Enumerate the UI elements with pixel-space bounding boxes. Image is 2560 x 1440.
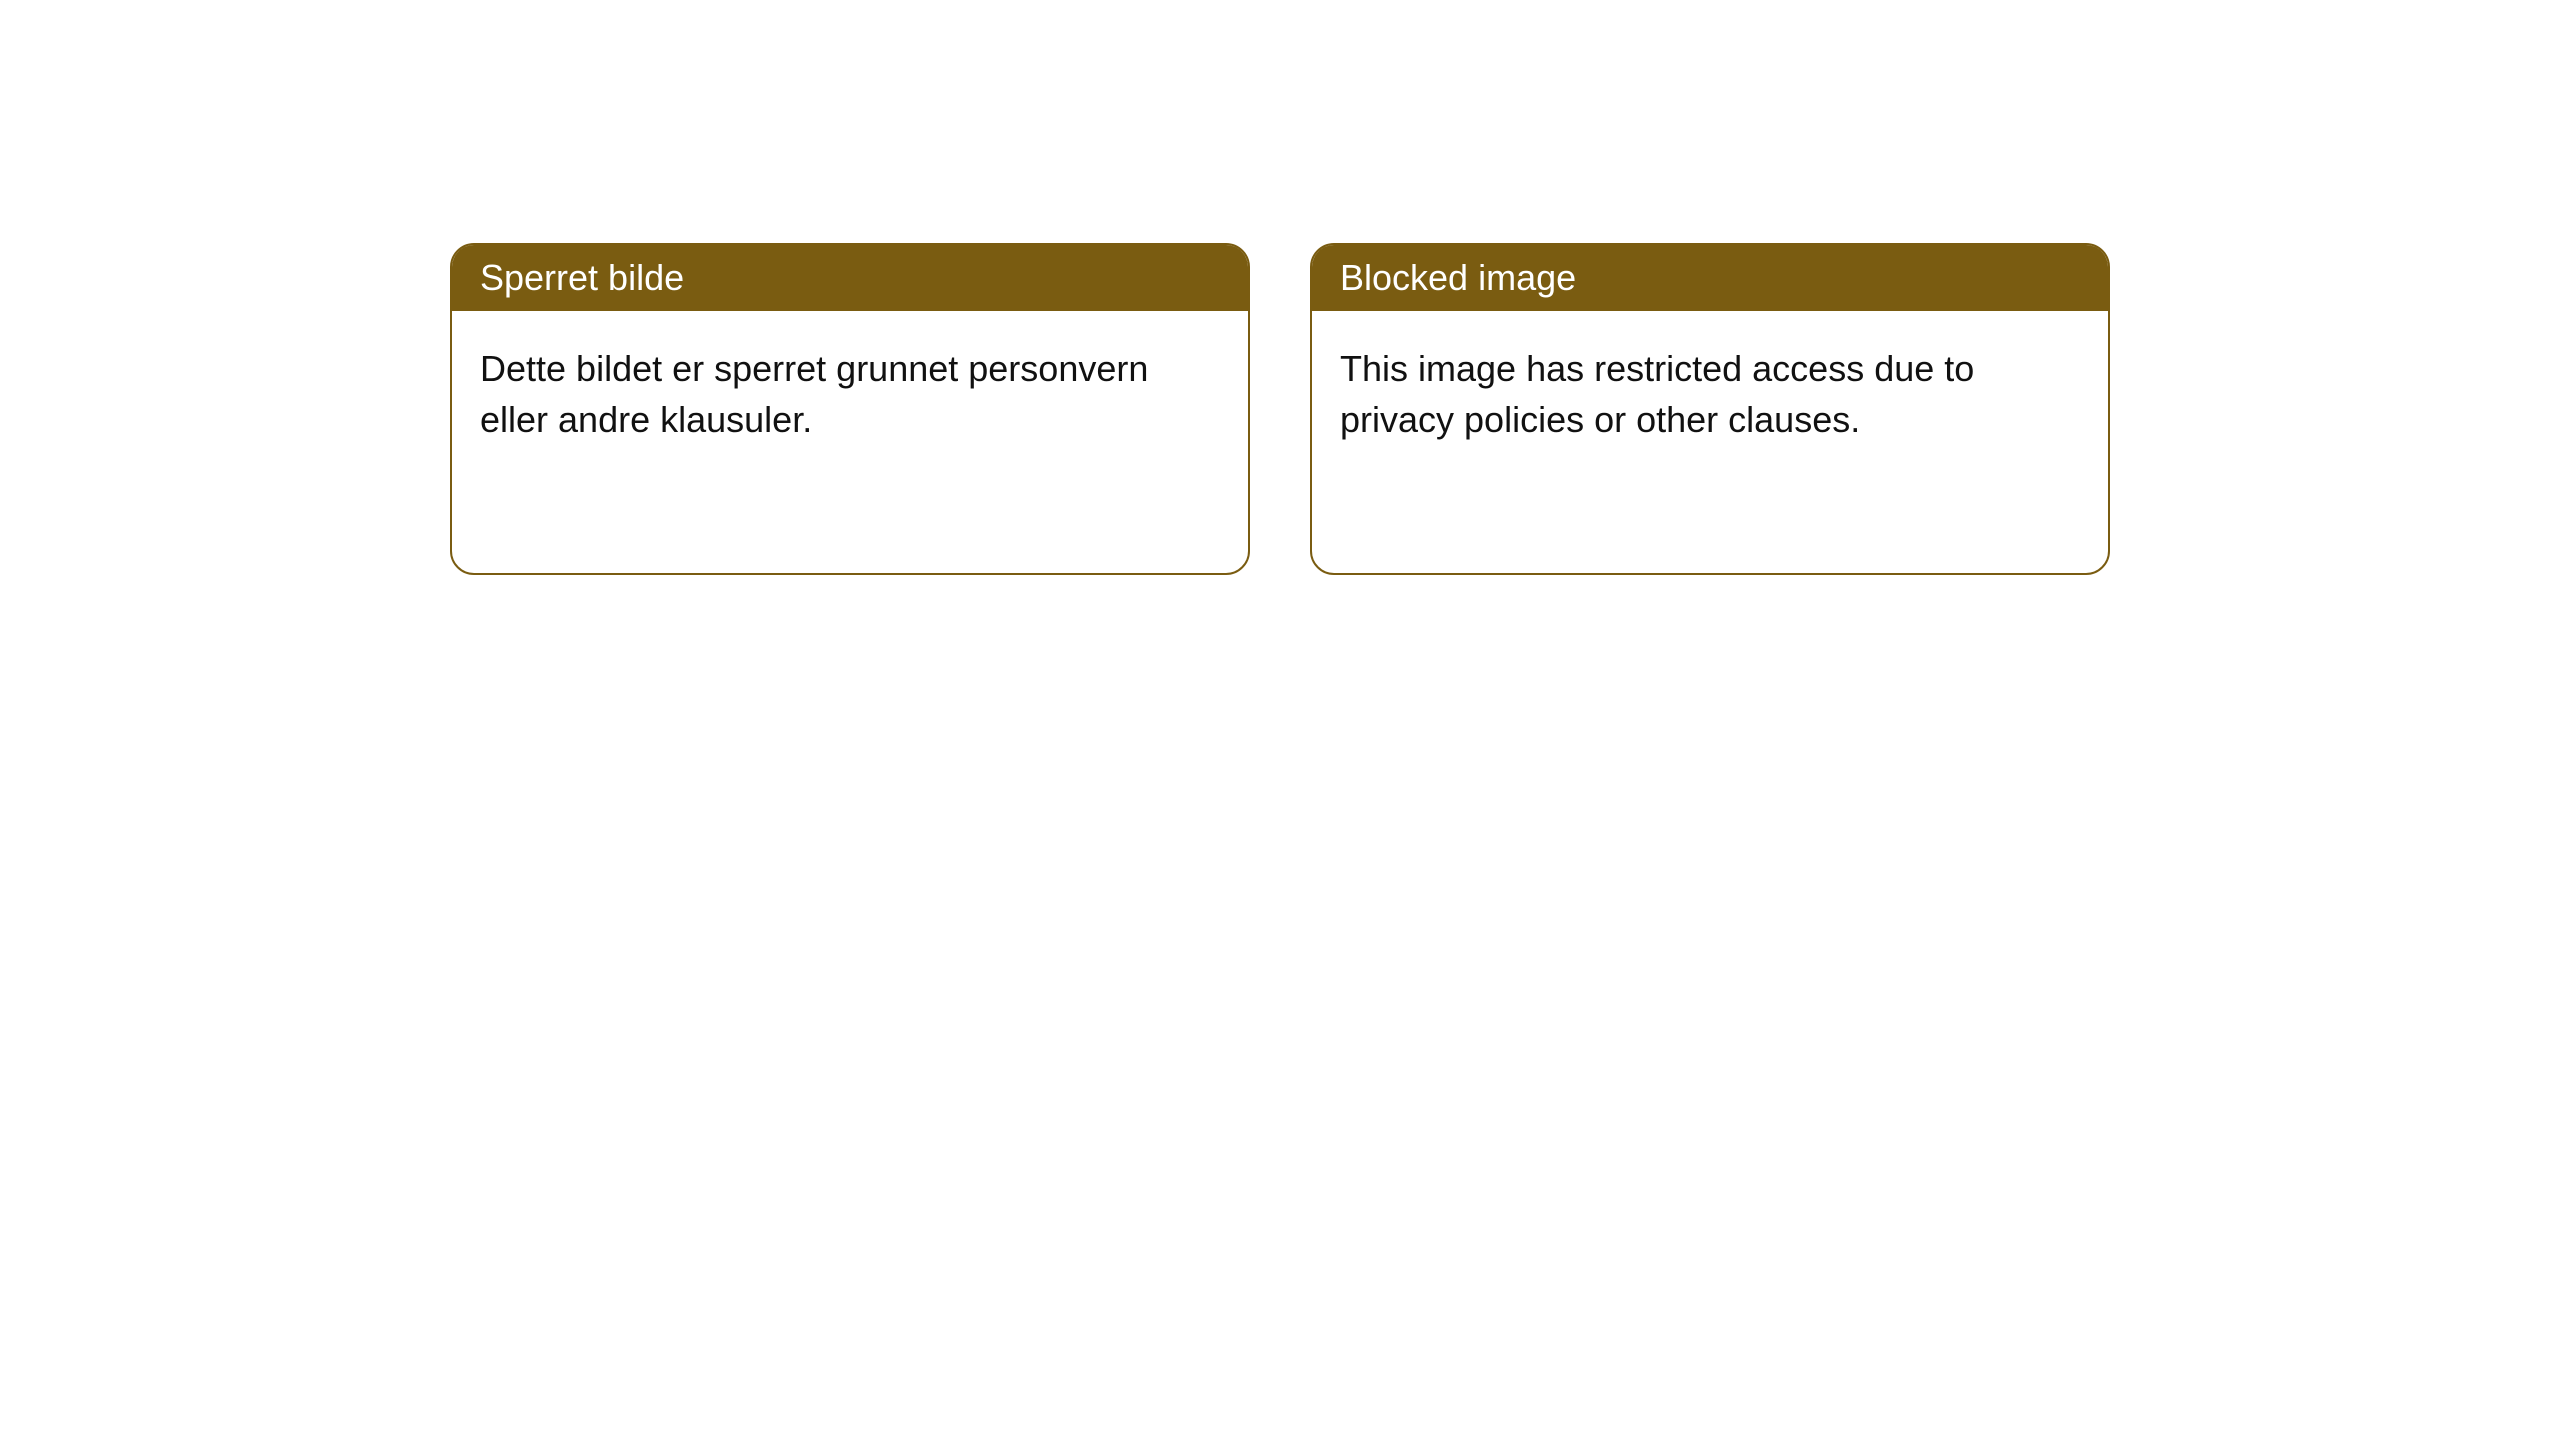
card-body-no: Dette bildet er sperret grunnet personve… bbox=[452, 311, 1248, 477]
card-header-no: Sperret bilde bbox=[452, 245, 1248, 311]
blocked-image-card-en: Blocked image This image has restricted … bbox=[1310, 243, 2110, 575]
cards-container: Sperret bilde Dette bildet er sperret gr… bbox=[450, 243, 2110, 575]
blocked-image-card-no: Sperret bilde Dette bildet er sperret gr… bbox=[450, 243, 1250, 575]
card-body-en: This image has restricted access due to … bbox=[1312, 311, 2108, 477]
card-header-en: Blocked image bbox=[1312, 245, 2108, 311]
